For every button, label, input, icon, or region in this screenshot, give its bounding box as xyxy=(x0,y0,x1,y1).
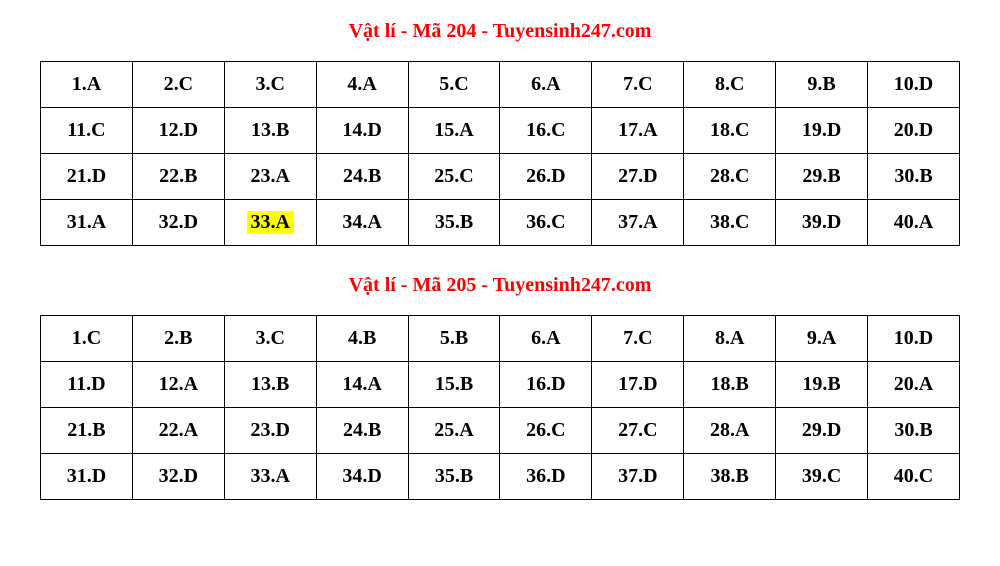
answer-cell: 9.B xyxy=(776,62,868,108)
answer-cell: 1.A xyxy=(41,62,133,108)
answer-cell: 14.A xyxy=(316,362,408,408)
answer-cell: 40.C xyxy=(868,454,960,500)
answer-cell: 2.C xyxy=(132,62,224,108)
answer-cell: 6.A xyxy=(500,316,592,362)
answer-cell: 35.B xyxy=(408,454,500,500)
answer-cell: 14.D xyxy=(316,108,408,154)
answer-table: 1.C2.B3.C4.B5.B6.A7.C8.A9.A10.D11.D12.A1… xyxy=(40,315,960,500)
answer-cell: 10.D xyxy=(868,62,960,108)
table-row: 1.A2.C3.C4.A5.C6.A7.C8.C9.B10.D xyxy=(41,62,960,108)
section-title: Vật lí - Mã 205 - Tuyensinh247.com xyxy=(40,274,960,297)
answer-cell: 35.B xyxy=(408,200,500,246)
answer-cell: 23.A xyxy=(224,154,316,200)
answer-cell: 16.C xyxy=(500,108,592,154)
answer-cell: 19.D xyxy=(776,108,868,154)
answer-cell: 4.A xyxy=(316,62,408,108)
answer-cell: 27.D xyxy=(592,154,684,200)
answer-cell: 38.B xyxy=(684,454,776,500)
answer-cell: 19.B xyxy=(776,362,868,408)
answer-cell: 17.D xyxy=(592,362,684,408)
answer-cell: 8.C xyxy=(684,62,776,108)
answer-cell: 31.D xyxy=(41,454,133,500)
highlighted-answer: 33.A xyxy=(247,211,294,234)
answer-cell: 24.B xyxy=(316,408,408,454)
table-row: 21.B22.A23.D24.B25.A26.C27.C28.A29.D30.B xyxy=(41,408,960,454)
answer-cell: 29.B xyxy=(776,154,868,200)
answer-cell: 10.D xyxy=(868,316,960,362)
answer-cell: 34.A xyxy=(316,200,408,246)
table-row: 1.C2.B3.C4.B5.B6.A7.C8.A9.A10.D xyxy=(41,316,960,362)
answer-cell: 11.D xyxy=(41,362,133,408)
answer-cell: 3.C xyxy=(224,316,316,362)
answer-cell: 4.B xyxy=(316,316,408,362)
answer-cell: 33.A xyxy=(224,200,316,246)
answer-cell: 33.A xyxy=(224,454,316,500)
answer-cell: 32.D xyxy=(132,200,224,246)
answer-cell: 6.A xyxy=(500,62,592,108)
answer-cell: 32.D xyxy=(132,454,224,500)
answer-cell: 25.C xyxy=(408,154,500,200)
answer-cell: 28.A xyxy=(684,408,776,454)
answer-cell: 15.B xyxy=(408,362,500,408)
answer-cell: 21.B xyxy=(41,408,133,454)
answer-cell: 28.C xyxy=(684,154,776,200)
answer-cell: 31.A xyxy=(41,200,133,246)
answer-cell: 36.D xyxy=(500,454,592,500)
answer-cell: 39.C xyxy=(776,454,868,500)
answer-cell: 40.A xyxy=(868,200,960,246)
answer-cell: 12.A xyxy=(132,362,224,408)
answer-cell: 2.B xyxy=(132,316,224,362)
table-row: 11.C12.D13.B14.D15.A16.C17.A18.C19.D20.D xyxy=(41,108,960,154)
answer-cell: 20.D xyxy=(868,108,960,154)
table-row: 11.D12.A13.B14.A15.B16.D17.D18.B19.B20.A xyxy=(41,362,960,408)
answer-cell: 37.D xyxy=(592,454,684,500)
answer-key-container: Vật lí - Mã 204 - Tuyensinh247.com 1.A2.C… xyxy=(40,20,960,500)
answer-cell: 30.B xyxy=(868,408,960,454)
table-row: 31.D32.D33.A34.D35.B36.D37.D38.B39.C40.C xyxy=(41,454,960,500)
answer-cell: 3.C xyxy=(224,62,316,108)
answer-cell: 30.B xyxy=(868,154,960,200)
answer-cell: 27.C xyxy=(592,408,684,454)
answer-cell: 26.C xyxy=(500,408,592,454)
answer-cell: 16.D xyxy=(500,362,592,408)
answer-cell: 8.A xyxy=(684,316,776,362)
answer-cell: 20.A xyxy=(868,362,960,408)
answer-cell: 1.C xyxy=(41,316,133,362)
answer-cell: 7.C xyxy=(592,62,684,108)
answer-cell: 18.C xyxy=(684,108,776,154)
answer-cell: 23.D xyxy=(224,408,316,454)
answer-cell: 34.D xyxy=(316,454,408,500)
answer-cell: 37.A xyxy=(592,200,684,246)
answer-cell: 18.B xyxy=(684,362,776,408)
answer-cell: 26.D xyxy=(500,154,592,200)
answer-cell: 29.D xyxy=(776,408,868,454)
answer-cell: 13.B xyxy=(224,362,316,408)
answer-cell: 5.B xyxy=(408,316,500,362)
answer-cell: 22.A xyxy=(132,408,224,454)
section-spacer xyxy=(40,246,960,264)
answer-cell: 9.A xyxy=(776,316,868,362)
answer-cell: 39.D xyxy=(776,200,868,246)
answer-cell: 24.B xyxy=(316,154,408,200)
table-row: 21.D22.B23.A24.B25.C26.D27.D28.C29.B30.B xyxy=(41,154,960,200)
answer-cell: 13.B xyxy=(224,108,316,154)
answer-cell: 11.C xyxy=(41,108,133,154)
answer-cell: 38.C xyxy=(684,200,776,246)
section-title: Vật lí - Mã 204 - Tuyensinh247.com xyxy=(40,20,960,43)
answer-cell: 25.A xyxy=(408,408,500,454)
answer-cell: 22.B xyxy=(132,154,224,200)
answer-cell: 12.D xyxy=(132,108,224,154)
answer-cell: 36.C xyxy=(500,200,592,246)
answer-table: 1.A2.C3.C4.A5.C6.A7.C8.C9.B10.D11.C12.D1… xyxy=(40,61,960,246)
answer-cell: 15.A xyxy=(408,108,500,154)
answer-cell: 7.C xyxy=(592,316,684,362)
answer-cell: 21.D xyxy=(41,154,133,200)
table-row: 31.A32.D 33.A 34.A35.B36.C37.A38.C39.D40.A xyxy=(41,200,960,246)
answer-cell: 5.C xyxy=(408,62,500,108)
answer-cell: 17.A xyxy=(592,108,684,154)
